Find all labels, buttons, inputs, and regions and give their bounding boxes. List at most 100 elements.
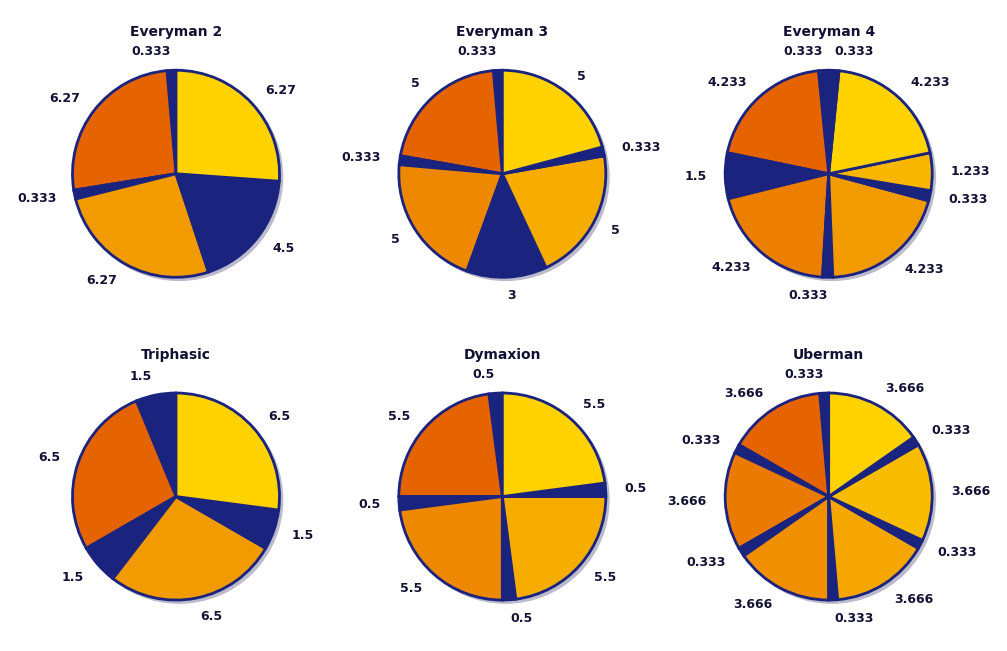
Wedge shape [176,70,280,181]
Wedge shape [167,70,176,174]
Wedge shape [829,497,838,600]
Text: 1.233: 1.233 [951,165,990,178]
Title: Everyman 3: Everyman 3 [456,25,549,39]
Title: Uberman: Uberman [794,348,864,362]
Wedge shape [829,393,913,497]
Circle shape [728,74,936,281]
Text: 0.333: 0.333 [131,45,170,58]
Wedge shape [829,153,932,191]
Wedge shape [176,393,280,510]
Wedge shape [73,401,176,548]
Wedge shape [829,174,928,277]
Wedge shape [74,174,176,199]
Text: 0.333: 0.333 [834,612,873,625]
Wedge shape [725,153,829,199]
Text: 6.5: 6.5 [38,450,60,464]
Wedge shape [829,437,918,497]
Text: 0.333: 0.333 [788,290,828,303]
Wedge shape [829,445,932,540]
Wedge shape [739,497,829,556]
Text: 6.5: 6.5 [268,409,290,422]
Wedge shape [502,497,516,600]
Wedge shape [399,165,502,271]
Circle shape [402,396,609,603]
Text: 6.27: 6.27 [266,84,296,97]
Wedge shape [493,70,502,174]
Circle shape [76,396,283,603]
Wedge shape [735,445,829,497]
Text: 4.233: 4.233 [905,263,945,276]
Text: 1.5: 1.5 [292,529,314,542]
Text: 3.666: 3.666 [733,598,772,611]
Text: 0.333: 0.333 [783,46,823,59]
Text: 5.5: 5.5 [594,570,616,583]
Wedge shape [502,483,606,497]
Wedge shape [400,497,502,600]
Circle shape [402,74,609,281]
Wedge shape [727,71,829,174]
Text: 0.333: 0.333 [341,151,382,164]
Text: 0.333: 0.333 [835,46,874,59]
Wedge shape [76,174,208,277]
Text: 3.666: 3.666 [724,387,763,400]
Wedge shape [73,71,176,190]
Text: 1.5: 1.5 [61,570,85,583]
Wedge shape [87,497,176,579]
Wedge shape [502,497,606,599]
Title: Everyman 4: Everyman 4 [782,25,875,39]
Wedge shape [488,393,502,497]
Wedge shape [820,393,829,497]
Text: 1.5: 1.5 [685,170,707,183]
Wedge shape [399,394,502,497]
Text: 0.5: 0.5 [511,612,533,625]
Wedge shape [399,156,502,174]
Text: 4.233: 4.233 [711,261,750,274]
Wedge shape [176,174,279,272]
Text: 0.333: 0.333 [621,141,661,154]
Text: 5.5: 5.5 [583,398,605,411]
Text: 4.5: 4.5 [272,242,295,255]
Wedge shape [744,497,829,600]
Wedge shape [502,147,604,174]
Text: 0.5: 0.5 [472,368,494,381]
Text: 5: 5 [610,224,619,237]
Circle shape [728,396,936,603]
Text: 0.333: 0.333 [681,434,720,447]
Title: Triphasic: Triphasic [141,348,211,362]
Text: 3.666: 3.666 [668,495,707,508]
Text: 4.233: 4.233 [708,77,747,89]
Text: 0.333: 0.333 [948,193,988,206]
Text: 3: 3 [508,289,517,302]
Text: 3.666: 3.666 [885,381,924,395]
Wedge shape [113,497,266,600]
Text: 3.666: 3.666 [951,485,990,498]
Wedge shape [829,497,922,548]
Text: 0.333: 0.333 [457,45,497,58]
Text: 0.333: 0.333 [931,424,971,437]
Wedge shape [819,70,829,174]
Wedge shape [502,70,602,174]
Text: 0.5: 0.5 [358,498,381,511]
Text: 4.233: 4.233 [910,77,950,89]
Wedge shape [136,393,176,497]
Text: 5.5: 5.5 [400,582,422,595]
Text: 0.333: 0.333 [784,368,824,381]
Wedge shape [829,174,930,201]
Text: 6.5: 6.5 [199,610,222,623]
Text: 1.5: 1.5 [130,370,152,383]
Wedge shape [829,71,930,174]
Wedge shape [823,174,833,277]
Wedge shape [739,393,829,497]
Wedge shape [829,70,839,174]
Text: 0.333: 0.333 [17,192,56,205]
Wedge shape [467,174,546,277]
Title: Dymaxion: Dymaxion [463,348,541,362]
Wedge shape [829,497,918,600]
Text: 5: 5 [577,70,585,83]
Wedge shape [502,393,605,497]
Wedge shape [725,453,829,548]
Wedge shape [502,156,606,268]
Text: 5: 5 [411,77,420,90]
Circle shape [76,74,283,281]
Text: 5: 5 [391,233,400,246]
